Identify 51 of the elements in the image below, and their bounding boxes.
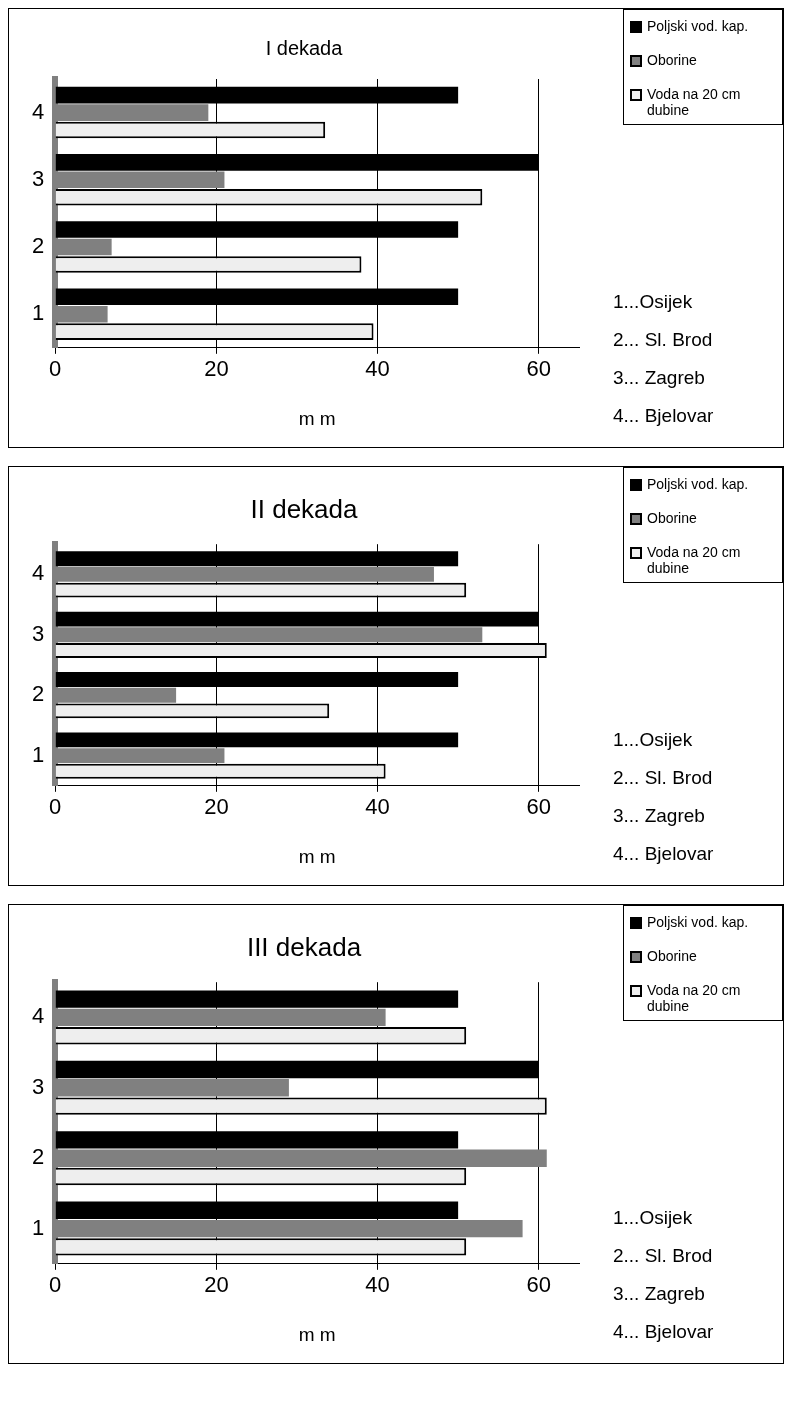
x-tick-label: 20 xyxy=(204,356,229,382)
y-tick-label: 4 xyxy=(31,560,45,586)
text: 3... Zagreb xyxy=(613,366,706,390)
text: 3... Zagreb xyxy=(613,804,706,828)
legend-label: Oborine xyxy=(647,948,697,964)
y-tick-label: 1 xyxy=(31,1214,45,1240)
text: 4... Bjelovar xyxy=(613,842,715,866)
y-tick-label: 2 xyxy=(31,681,45,707)
text: 2... Sl. Brod xyxy=(613,1244,714,1268)
text: 1...Osijek xyxy=(613,1206,694,1230)
x-tick-label: 60 xyxy=(526,356,551,382)
legend-label: Oborine xyxy=(647,510,697,526)
x-tick-label: 20 xyxy=(204,1272,229,1298)
x-tick-label: 20 xyxy=(204,794,229,820)
legend-label: Oborine xyxy=(647,52,697,68)
x-tick-label: 0 xyxy=(49,794,62,820)
chart-title: II dekada xyxy=(250,493,359,524)
x-axis-title: m m xyxy=(298,845,336,867)
text: 4... Bjelovar xyxy=(613,404,715,428)
x-tick-label: 40 xyxy=(365,356,390,382)
y-tick-label: 1 xyxy=(31,741,45,767)
x-tick-label: 0 xyxy=(49,1272,62,1298)
y-tick-label: 2 xyxy=(31,1144,45,1170)
chart-title: III dekada xyxy=(246,931,362,962)
legend-label: Voda na 20 cm dubine xyxy=(647,544,742,576)
x-tick-label: 40 xyxy=(365,794,390,820)
text: 4... Bjelovar xyxy=(613,1320,715,1344)
y-tick-label: 4 xyxy=(31,1003,45,1029)
y-tick-label: 2 xyxy=(31,233,45,259)
legend-label: Voda na 20 cm dubine xyxy=(647,86,742,118)
text: 2... Sl. Brod xyxy=(613,328,714,352)
y-tick-label: 3 xyxy=(31,1073,45,1099)
y-tick-label: 1 xyxy=(31,300,45,326)
legend-label: Poljski vod. kap. xyxy=(647,914,749,930)
legend-label: Voda na 20 cm dubine xyxy=(647,982,742,1014)
chart-title: I dekada xyxy=(265,36,344,59)
legend-label: Poljski vod. kap. xyxy=(647,476,749,492)
y-tick-label: 4 xyxy=(31,98,45,124)
x-tick-label: 40 xyxy=(365,1272,390,1298)
x-tick-label: 60 xyxy=(526,1272,551,1298)
text: 1...Osijek xyxy=(613,290,694,314)
text: 3... Zagreb xyxy=(613,1282,706,1306)
legend-label: Poljski vod. kap. xyxy=(647,18,749,34)
y-tick-label: 3 xyxy=(31,620,45,646)
x-axis-title: m m xyxy=(298,1323,336,1345)
x-tick-label: 60 xyxy=(526,794,551,820)
text: 2... Sl. Brod xyxy=(613,766,714,790)
text: 1...Osijek xyxy=(613,728,694,752)
x-tick-label: 0 xyxy=(49,356,62,382)
y-tick-label: 3 xyxy=(31,165,45,191)
x-axis-title: m m xyxy=(298,407,336,429)
